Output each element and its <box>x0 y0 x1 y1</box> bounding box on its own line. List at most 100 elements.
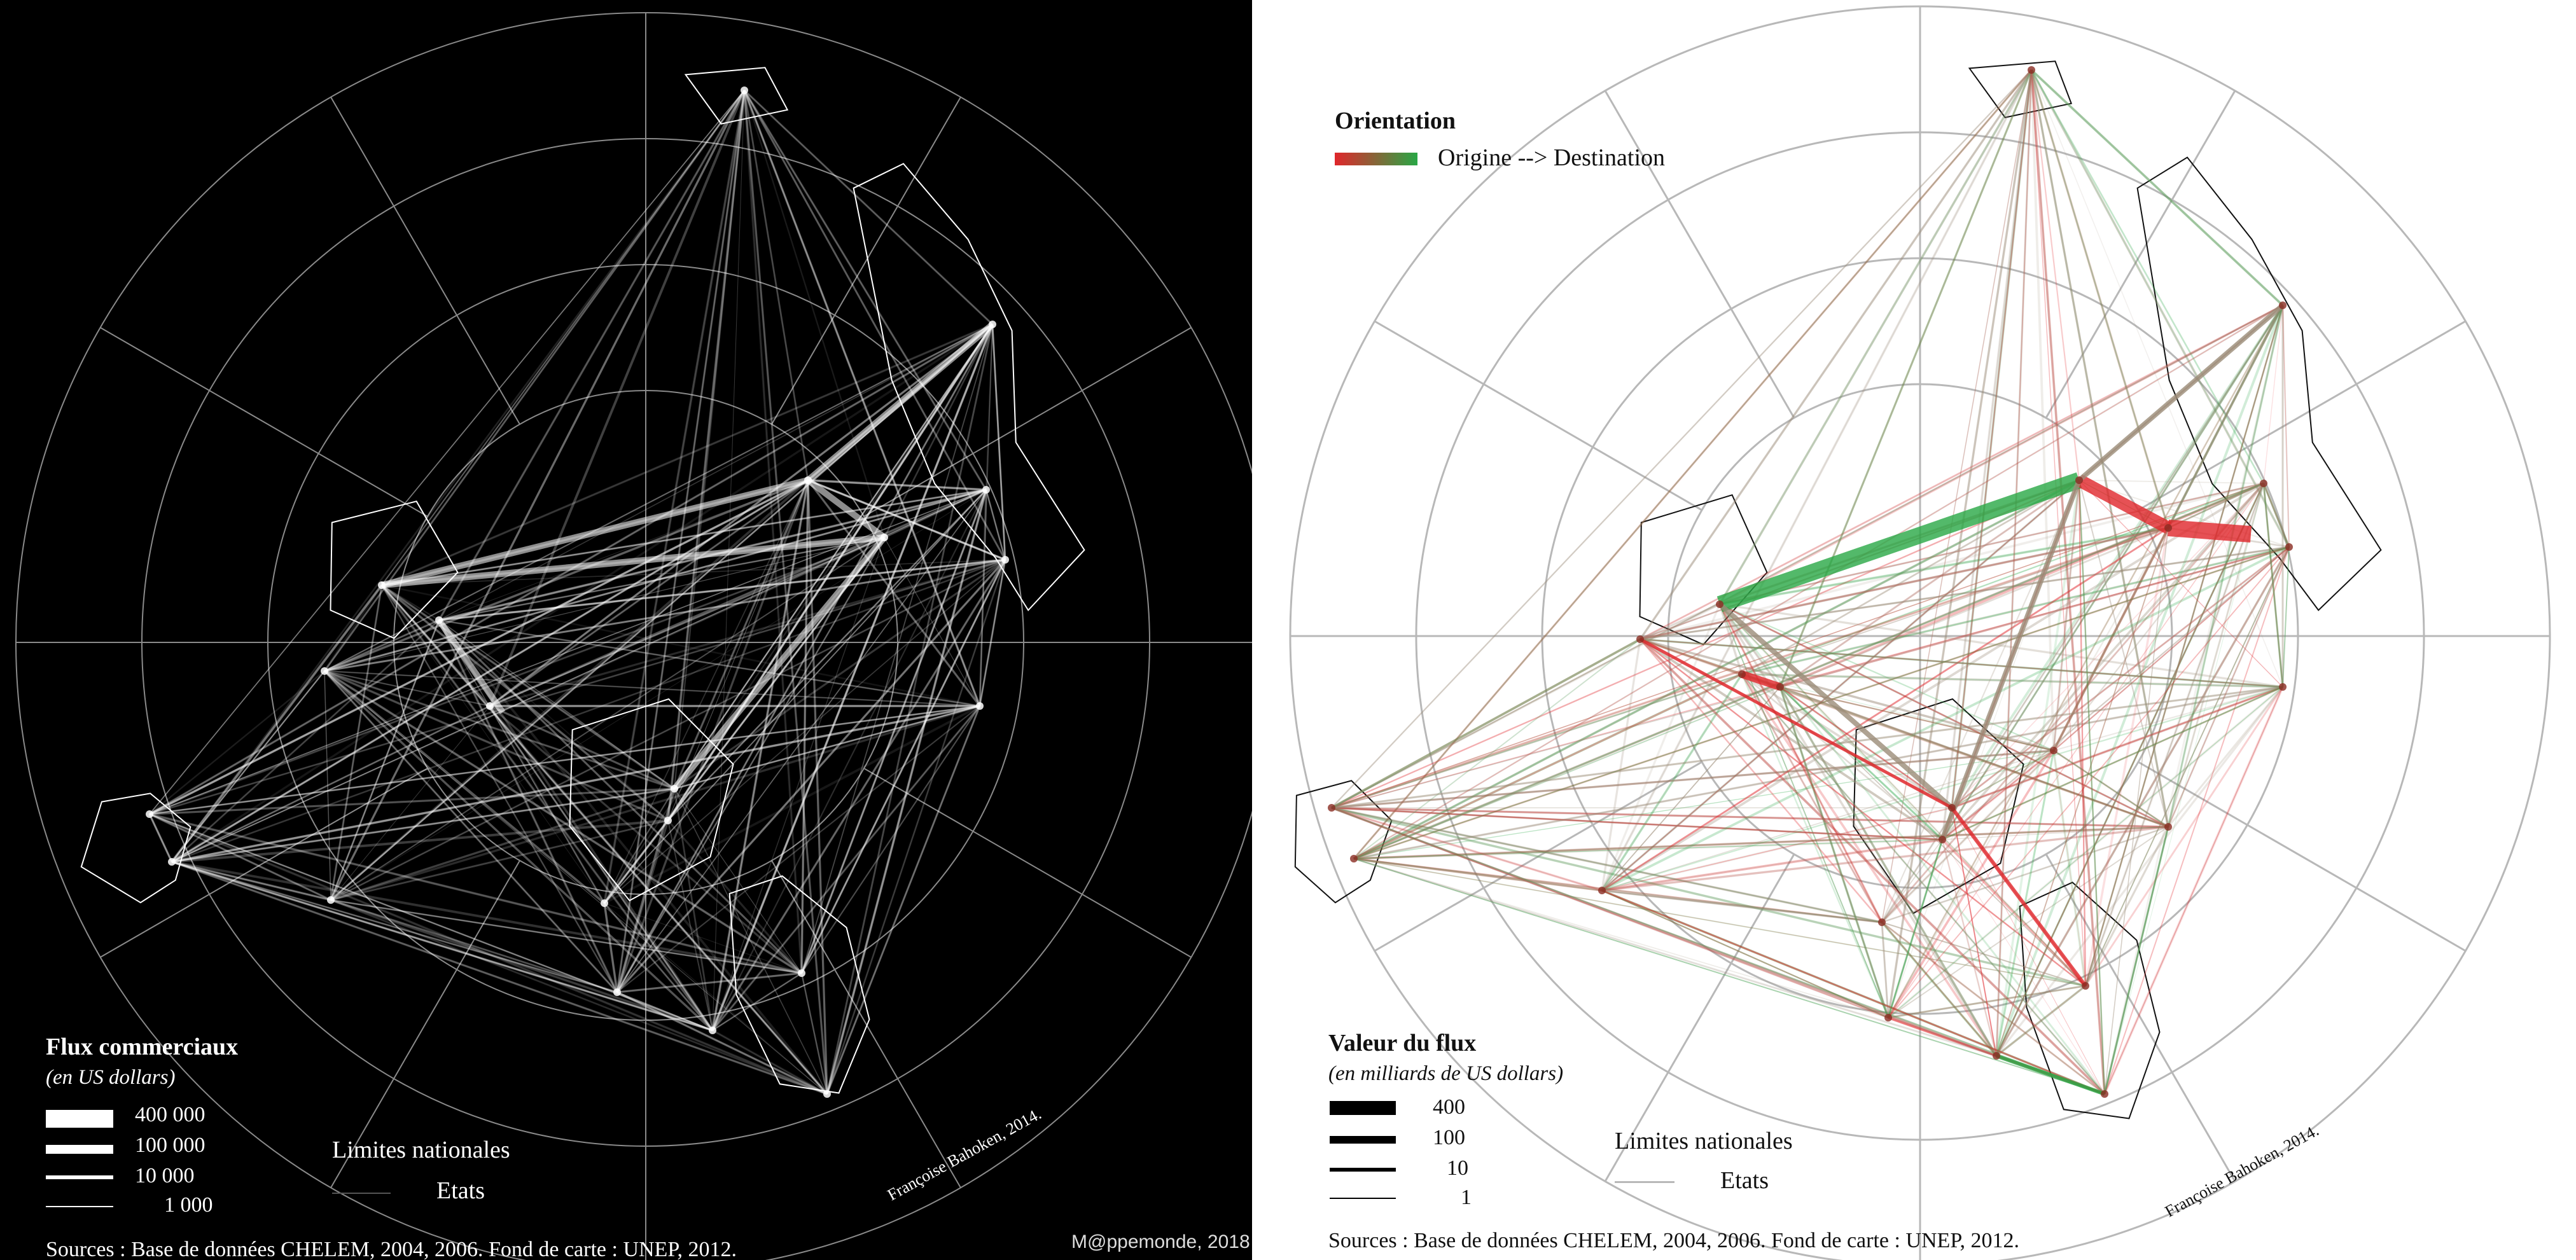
flow-line <box>489 705 714 1031</box>
flow-line <box>1779 686 2086 987</box>
flow-line <box>330 899 802 974</box>
flow-line <box>1331 807 2169 828</box>
flow-line <box>1331 527 2169 809</box>
left-state-nodes <box>146 87 1009 1098</box>
flow-line <box>985 324 994 490</box>
flow-line <box>381 585 618 993</box>
flow-line <box>1331 807 2105 1095</box>
flow-line <box>1881 750 2054 923</box>
flow-line <box>380 584 669 822</box>
flow-line <box>1942 839 2105 1095</box>
flow-line <box>1331 807 1943 840</box>
meridian-line <box>330 860 520 1188</box>
flow-line <box>1353 826 2169 860</box>
flow-line <box>1331 749 2054 809</box>
flow-line <box>149 90 745 815</box>
flow-line <box>1996 69 2032 1056</box>
flow-line <box>1942 839 1997 1056</box>
flow-line <box>1888 985 2086 1018</box>
flow-line <box>1718 604 1883 923</box>
flow-line <box>323 670 606 904</box>
flow-line <box>1779 69 2032 688</box>
flow-line <box>2030 69 2106 1095</box>
flow-line <box>438 620 669 821</box>
flow-line <box>667 324 994 821</box>
flow-line <box>1881 921 2086 987</box>
flow-line <box>1942 686 2283 840</box>
flow-line <box>1718 604 2106 1095</box>
left-country-outlines <box>80 67 1085 1094</box>
flow-line <box>171 489 987 862</box>
flow-line <box>616 480 809 993</box>
state-node <box>1001 556 1009 564</box>
flow-line <box>1951 807 1997 1056</box>
flow-line <box>2030 69 2169 529</box>
flow-line <box>1779 686 1997 1056</box>
flow-line <box>1719 604 2169 827</box>
flow-line <box>1640 482 2264 640</box>
country-outline <box>1294 780 1393 904</box>
flow-line <box>1779 686 1953 808</box>
flow-line <box>1353 686 2283 859</box>
flow-line <box>711 705 981 1032</box>
flow-line <box>712 1030 828 1095</box>
flow-line <box>1779 546 2290 688</box>
flow-line <box>1601 482 2264 892</box>
flow-line <box>330 559 1006 901</box>
flow-line <box>1779 686 1943 840</box>
flow-line <box>380 584 714 1032</box>
flow-line <box>884 488 987 539</box>
flow-line <box>800 973 828 1095</box>
flow-line <box>1331 480 2080 808</box>
flow-line <box>1640 638 2283 688</box>
right-country-outlines <box>1294 60 2382 1119</box>
flow-line <box>616 788 676 993</box>
flow-line <box>324 670 491 707</box>
flow-line <box>1331 304 2283 809</box>
flow-line <box>1995 546 2290 1056</box>
flow-line <box>2030 69 2290 548</box>
flow-line <box>1779 480 2080 688</box>
flow-line <box>438 620 605 904</box>
flow-line <box>381 489 987 586</box>
flow-line <box>616 992 828 1095</box>
flow-line <box>1996 985 2086 1056</box>
flow-line <box>1741 674 2105 1095</box>
flow-line <box>1601 889 2105 1095</box>
flow-line <box>330 90 746 901</box>
flow-line <box>616 991 828 1095</box>
flow-line <box>807 479 981 707</box>
flow-line <box>489 537 885 707</box>
flow-line <box>2085 305 2283 987</box>
flow-line <box>381 585 605 904</box>
state-node <box>486 702 494 710</box>
flow-line <box>2084 686 2284 987</box>
flow-line <box>171 819 669 863</box>
flow-line <box>324 620 440 672</box>
flow-line <box>171 705 980 863</box>
flow-line <box>744 90 993 325</box>
flow-line <box>324 670 802 974</box>
right-sources: Sources : Base de données CHELEM, 2004, … <box>1328 1229 2019 1252</box>
flow-line <box>1601 889 2105 1095</box>
flow-line <box>1741 479 2080 675</box>
flow-line <box>171 788 675 862</box>
flow-line <box>324 670 980 707</box>
flow-line <box>1881 480 2080 923</box>
flow-line <box>1941 749 2055 841</box>
right-legend-bar-1 <box>1330 1198 1396 1199</box>
flow-line <box>1331 749 2054 809</box>
left-flow-lines <box>148 89 1006 1095</box>
flow-line <box>2104 483 2264 1095</box>
flow-line <box>1941 482 2265 841</box>
flow-line <box>1718 603 2087 987</box>
flow-line <box>1881 922 2086 987</box>
state-node <box>327 896 335 904</box>
flow-line <box>1353 858 2105 1095</box>
flow-line <box>330 489 987 901</box>
flow-line <box>1881 483 2264 923</box>
flow-line <box>324 670 669 822</box>
flow-line <box>603 903 618 993</box>
flow-line <box>1719 603 2283 688</box>
flow-line <box>1601 890 1883 923</box>
